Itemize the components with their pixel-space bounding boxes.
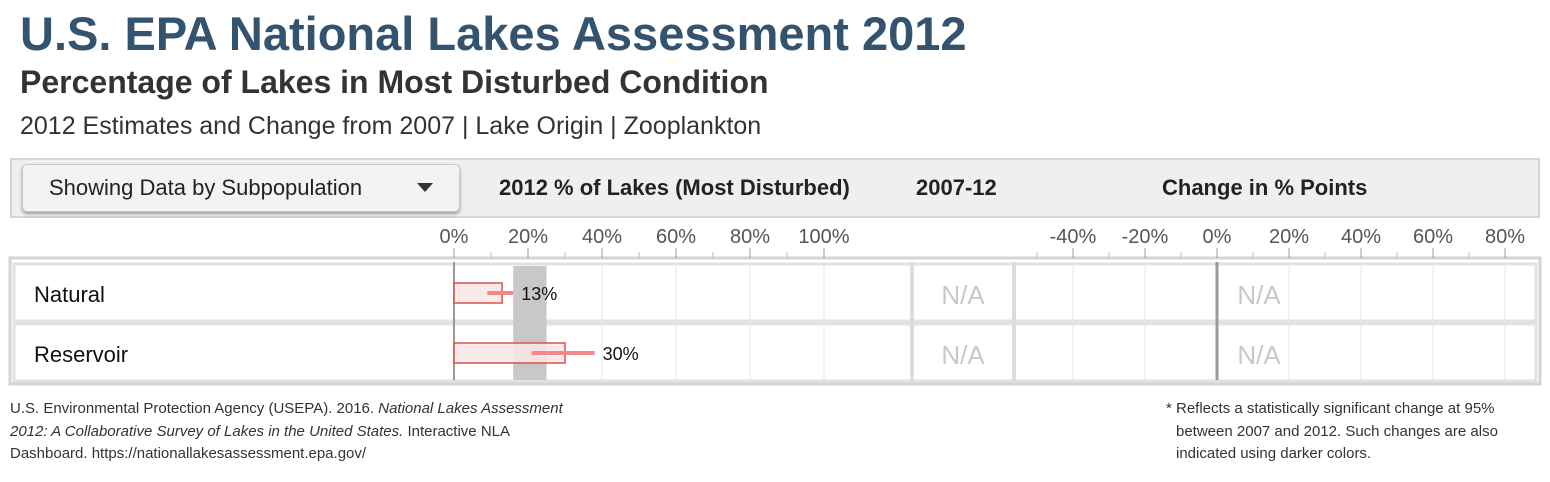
row-label: Natural: [34, 282, 105, 307]
chevron-down-icon: [417, 183, 433, 192]
change-value-label: N/A: [1237, 340, 1281, 370]
change-tick-label: 40%: [1341, 226, 1381, 248]
row-background: [12, 262, 1538, 323]
column-separator: [910, 262, 914, 382]
pct-tick-label: 60%: [656, 226, 696, 248]
significance-note: * Reflects a statistically significant c…: [1166, 398, 1546, 466]
change-tick-label: 60%: [1413, 226, 1453, 248]
page-description: 2012 Estimates and Change from 2007 | La…: [20, 112, 762, 140]
table-row: Natural: [12, 262, 1538, 323]
column-separator: [1012, 262, 1016, 382]
citation-suffix: Interactive NLA Dashboard. https://natio…: [10, 422, 510, 463]
change-tick-label: 0%: [1203, 226, 1232, 248]
page-title: U.S. EPA National Lakes Assessment 2012: [20, 7, 967, 60]
citation-title: National Lakes Assessment 2012: A Collab…: [10, 400, 563, 440]
period-value-label: N/A: [941, 340, 985, 370]
significance-note-first: * Reflects a statistically significant c…: [1166, 400, 1495, 417]
column-header-change: Change in % Points: [1162, 175, 1368, 200]
change-tick-label: 20%: [1269, 226, 1309, 248]
row-label: Reservoir: [34, 342, 128, 367]
column-header-period: 2007-12: [916, 175, 997, 200]
column-header-pct: 2012 % of Lakes (Most Disturbed): [499, 175, 850, 200]
pct-value-label: 13%: [521, 284, 557, 304]
pct-tick-label: 100%: [798, 226, 849, 248]
source-citation: U.S. Environmental Protection Agency (US…: [10, 398, 570, 466]
dropdown-label: Showing Data by Subpopulation: [49, 175, 363, 200]
subpopulation-dropdown[interactable]: Showing Data by Subpopulation: [22, 164, 460, 212]
citation-prefix: U.S. Environmental Protection Agency (US…: [10, 400, 379, 417]
row-background: [12, 322, 1538, 383]
pct-tick-label: 80%: [730, 226, 770, 248]
pct-value-label: 30%: [603, 344, 639, 364]
table-row: Reservoir: [12, 322, 1538, 383]
pct-tick-label: 0%: [440, 226, 469, 248]
page-subtitle: Percentage of Lakes in Most Disturbed Co…: [20, 64, 769, 100]
significance-note-rest: between 2007 and 2012. Such changes are …: [1176, 422, 1498, 463]
change-tick-label: -40%: [1050, 226, 1097, 248]
pct-tick-label: 40%: [582, 226, 622, 248]
change-tick-label: 80%: [1485, 226, 1525, 248]
pct-tick-label: 20%: [508, 226, 548, 248]
change-tick-label: -20%: [1122, 226, 1169, 248]
period-value-label: N/A: [941, 280, 985, 310]
change-value-label: N/A: [1237, 280, 1281, 310]
